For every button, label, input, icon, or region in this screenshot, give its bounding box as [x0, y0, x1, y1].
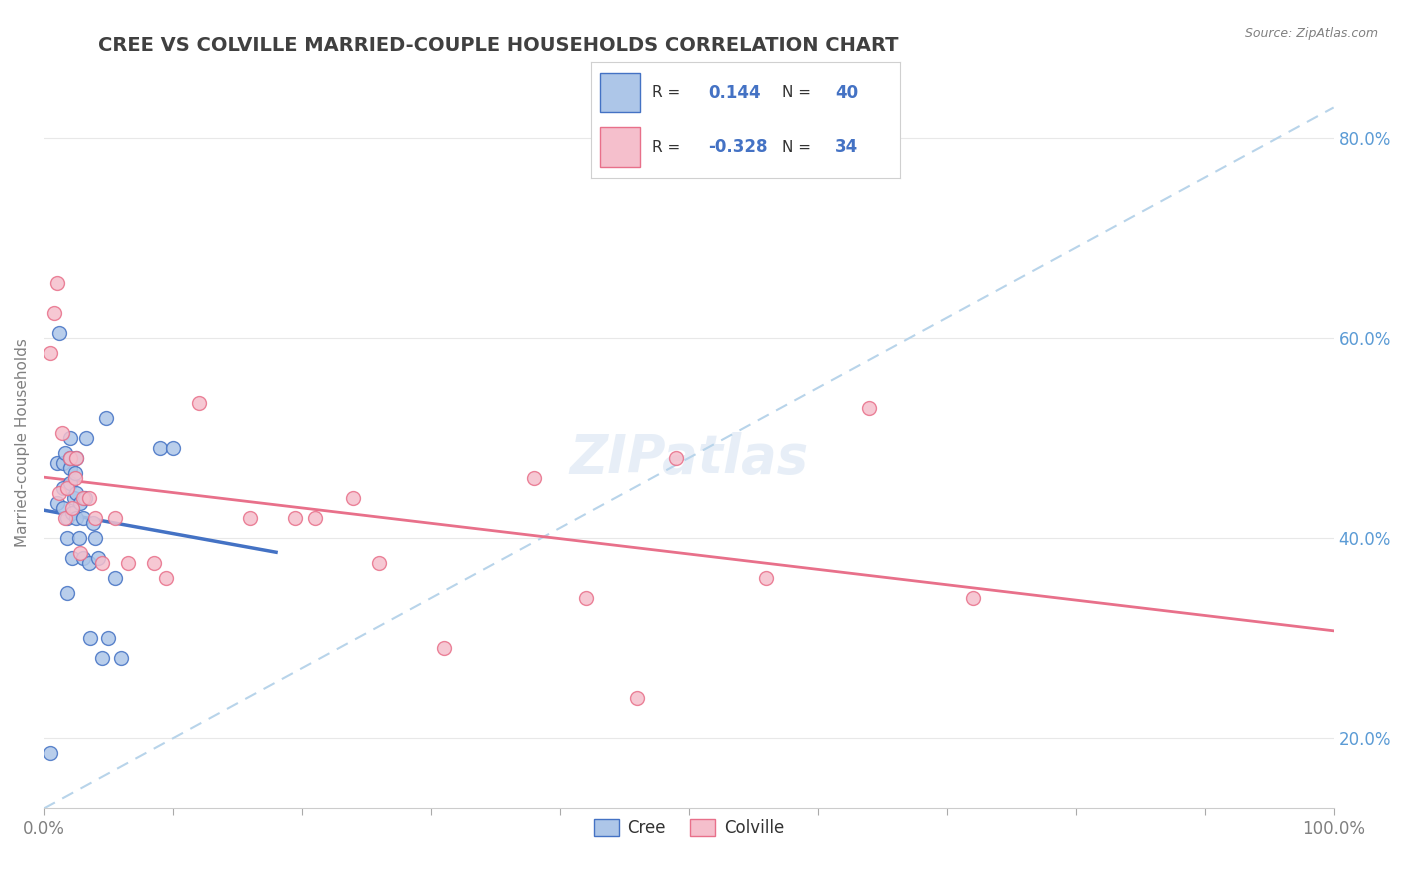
Point [60, 501, 83, 516]
Text: R =: R = [652, 139, 686, 154]
Text: 34: 34 [835, 138, 858, 156]
Point [90, 556, 112, 570]
Point [82, 516, 104, 530]
Point [45, 456, 67, 470]
Point [53, 511, 76, 525]
Text: 0.144: 0.144 [709, 84, 761, 102]
Point [72, 491, 94, 505]
Point [149, 441, 172, 455]
Legend: Cree, Colville: Cree, Colville [586, 813, 790, 844]
Text: R =: R = [652, 85, 686, 100]
Point [162, 441, 184, 455]
Point [104, 571, 127, 585]
Bar [600, 128, 640, 167]
Text: CREE VS COLVILLE MARRIED-COUPLE HOUSEHOLDS CORRELATION CHART: CREE VS COLVILLE MARRIED-COUPLE HOUSEHOL… [98, 36, 898, 54]
Point [69, 546, 91, 560]
Point [67, 531, 90, 545]
Point [56, 511, 79, 525]
Point [69, 496, 91, 510]
Point [59, 431, 82, 445]
Point [368, 556, 391, 570]
Point [84, 531, 107, 545]
Point [48, 486, 70, 500]
Point [142, 556, 165, 570]
Point [52, 456, 75, 470]
Text: N =: N = [782, 139, 815, 154]
Point [187, 396, 209, 410]
Point [56, 481, 79, 495]
Point [56, 531, 79, 545]
Point [51, 425, 73, 440]
Point [284, 511, 307, 525]
Point [39, 747, 62, 761]
Point [75, 431, 97, 445]
Point [45, 496, 67, 510]
Text: Source: ZipAtlas.com: Source: ZipAtlas.com [1244, 27, 1378, 40]
Point [65, 511, 87, 525]
Point [44, 306, 66, 320]
Point [433, 641, 456, 656]
Point [755, 571, 778, 585]
Text: 40: 40 [835, 84, 858, 102]
Point [79, 631, 101, 645]
Point [87, 551, 110, 566]
Point [77, 491, 100, 505]
Point [239, 511, 262, 525]
Point [45, 276, 67, 290]
Point [72, 551, 94, 566]
Point [63, 471, 86, 485]
Point [62, 491, 84, 505]
Point [48, 326, 70, 340]
Point [962, 591, 984, 606]
Point [665, 450, 688, 465]
Point [104, 511, 127, 525]
Point [75, 491, 97, 505]
Point [97, 631, 120, 645]
Text: -0.328: -0.328 [709, 138, 768, 156]
Point [59, 461, 82, 475]
Point [90, 651, 112, 665]
Point [574, 591, 596, 606]
Bar [600, 73, 640, 112]
Point [59, 450, 82, 465]
Point [65, 450, 87, 465]
Point [63, 466, 86, 480]
Point [304, 511, 326, 525]
Point [84, 511, 107, 525]
Point [52, 481, 75, 495]
Y-axis label: Married-couple Households: Married-couple Households [15, 338, 30, 548]
Point [626, 691, 648, 706]
Point [523, 471, 546, 485]
Point [60, 551, 83, 566]
Point [110, 651, 132, 665]
Text: ZIPatlas: ZIPatlas [569, 432, 808, 483]
Point [72, 511, 94, 525]
Point [59, 475, 82, 490]
Point [77, 556, 100, 570]
Point [52, 501, 75, 516]
Point [117, 556, 139, 570]
Point [342, 491, 364, 505]
Point [56, 586, 79, 600]
Point [858, 401, 880, 415]
Point [60, 506, 83, 520]
Point [53, 446, 76, 460]
Point [155, 571, 177, 585]
Point [65, 450, 87, 465]
Point [39, 346, 62, 360]
Point [65, 486, 87, 500]
Point [59, 450, 82, 465]
Point [94, 411, 117, 425]
Text: N =: N = [782, 85, 815, 100]
